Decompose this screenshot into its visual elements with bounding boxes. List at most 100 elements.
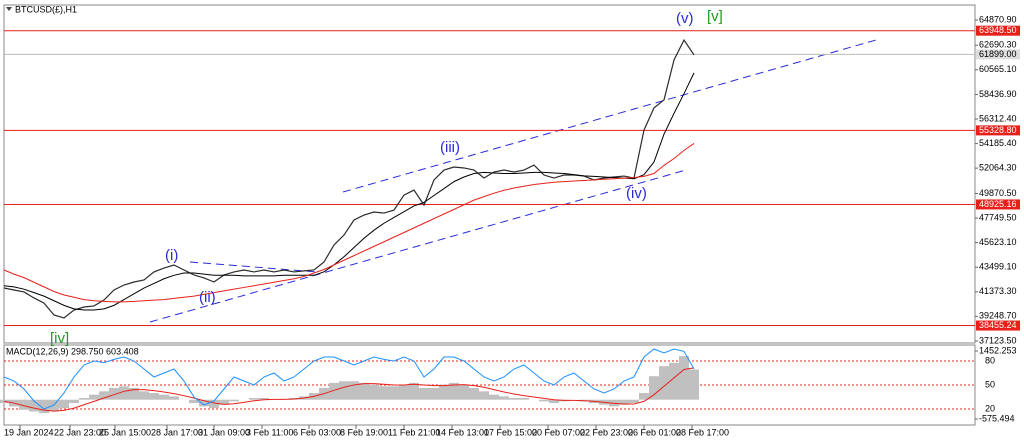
macd-bar [59,399,69,409]
macd-bar [29,399,39,412]
wave-label: (ii) [199,289,216,306]
macd-bar [379,386,389,400]
macd-bar [359,382,369,400]
channel-lower [149,169,687,323]
macd-bar [419,387,429,400]
macd-bar [159,394,169,400]
x-tick-label: 22 Jan 23:00 [54,427,106,437]
macd-bar [109,387,119,400]
macd-bar [659,366,669,400]
macd-bar [189,399,199,404]
macd-bar [199,399,209,407]
wave-label: (v) [676,10,694,27]
y2-tick-label: 50 [985,379,995,389]
macd-bar [549,399,559,404]
x-tick-label: 6 Feb 03:00 [293,427,341,437]
macd-line [3,348,695,410]
symbol-title: BTCUSD(£),H1 [15,4,77,14]
y-tick-label: 60565.10 [979,64,1017,74]
macd-bar [209,399,219,409]
macd-bar [349,381,359,400]
x-tick-label: 20 Feb 07:00 [532,427,585,437]
macd-bar [669,362,679,400]
wave-label: [iv] [50,330,69,347]
level-box [976,125,1020,136]
macd-bar [139,391,149,400]
y-tick-label: 56312.40 [979,113,1017,123]
macd-bar [489,394,499,400]
x-tick-label: 28 Feb 17:00 [676,427,729,437]
y-tick-label: 62690.30 [979,40,1017,50]
macd-bar [129,387,139,400]
wave-label: (iii) [440,139,460,156]
level-label: 38455.24 [979,320,1017,330]
price-line [3,72,695,311]
macd-bar [69,399,79,404]
y-tick-label: 64870.90 [979,14,1017,24]
y-tick-label: 39248.70 [979,311,1017,321]
macd-bar [19,399,29,410]
macd-bar [639,392,649,400]
macd-bar [409,382,419,400]
wave-label: (iv) [626,185,647,202]
macd-bar [229,399,239,402]
y-tick-label: 41373.30 [979,286,1017,296]
macd-bar [169,396,179,400]
last-price-label: 61899.00 [979,49,1017,59]
y-tick-label: 47749.50 [979,212,1017,222]
macd-bar [249,398,259,400]
x-tick-label: 19 Jan 2024 [4,427,54,437]
macd-bar [259,398,269,400]
macd-bar [649,376,659,400]
macd-bar [369,384,379,400]
macd-bar [389,386,399,400]
menu-icon [6,7,12,11]
y-tick-label: 54185.40 [979,138,1017,148]
price-line [3,143,695,303]
y-tick-label: -575.494 [979,413,1015,423]
y-tick-label: 52064.30 [979,163,1017,173]
x-tick-label: 3 Feb 11:00 [246,427,293,437]
x-tick-label: 8 Feb 19:00 [340,427,388,437]
macd-bar [539,399,549,402]
macd-bar [439,384,449,400]
y-tick-label: 43499.10 [979,262,1017,272]
x-tick-label: 22 Feb 23:00 [580,427,633,437]
price-line [3,38,695,319]
x-tick-label: 26 Feb 01:00 [628,427,681,437]
macd-bar [619,399,629,405]
macd-bar [79,398,89,400]
level-box [976,25,1020,36]
macd-bar [149,392,159,400]
wave-label: [v] [707,8,723,25]
macd-line [3,367,695,412]
macd-bar [479,391,489,400]
macd-bar [329,382,339,400]
level-label: 48925.16 [979,199,1017,209]
macd-bar [449,382,459,400]
x-tick-label: 28 Jan 17:00 [151,427,203,437]
macd-bar [49,399,59,412]
y-tick-label: 45623.10 [979,237,1017,247]
macd-bar [689,369,699,400]
level-box [976,199,1020,210]
macd-bar [119,386,129,400]
macd-bar [469,387,479,400]
macd-bar [399,384,409,400]
x-tick-label: 31 Jan 09:00 [198,427,250,437]
macd-bar [629,399,639,404]
level-label: 63948.50 [979,25,1017,35]
macd-bar [509,398,519,400]
trend-line [189,261,319,273]
macd-bar [499,396,509,400]
price-panel [3,4,976,344]
macd-bar [219,399,229,405]
macd-bar [429,387,439,400]
y-tick-label: 1452.253 [979,345,1017,355]
macd-bar [89,394,99,400]
macd-bar [459,384,469,400]
macd-bar [339,381,349,400]
wave-label: (i) [165,247,178,264]
macd-bar [519,398,529,400]
